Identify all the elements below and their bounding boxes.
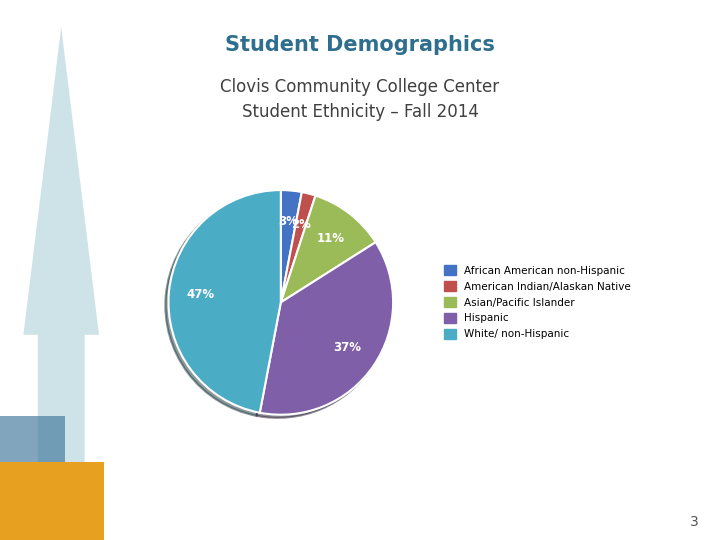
Text: 3: 3 (690, 515, 698, 529)
Wedge shape (281, 195, 376, 302)
Text: Clovis Community College Center
Student Ethnicity – Fall 2014: Clovis Community College Center Student … (220, 78, 500, 122)
Wedge shape (281, 190, 302, 302)
Text: 11%: 11% (316, 232, 344, 245)
Legend: African American non-Hispanic, American Indian/Alaskan Native, Asian/Pacific Isl: African American non-Hispanic, American … (441, 262, 634, 342)
Wedge shape (168, 190, 281, 413)
Text: Student Demographics: Student Demographics (225, 35, 495, 55)
Wedge shape (260, 242, 393, 415)
Text: 2%: 2% (291, 218, 311, 231)
Wedge shape (281, 192, 315, 302)
Text: 3%: 3% (279, 215, 298, 228)
Text: 47%: 47% (186, 288, 215, 301)
Text: 37%: 37% (333, 341, 361, 354)
